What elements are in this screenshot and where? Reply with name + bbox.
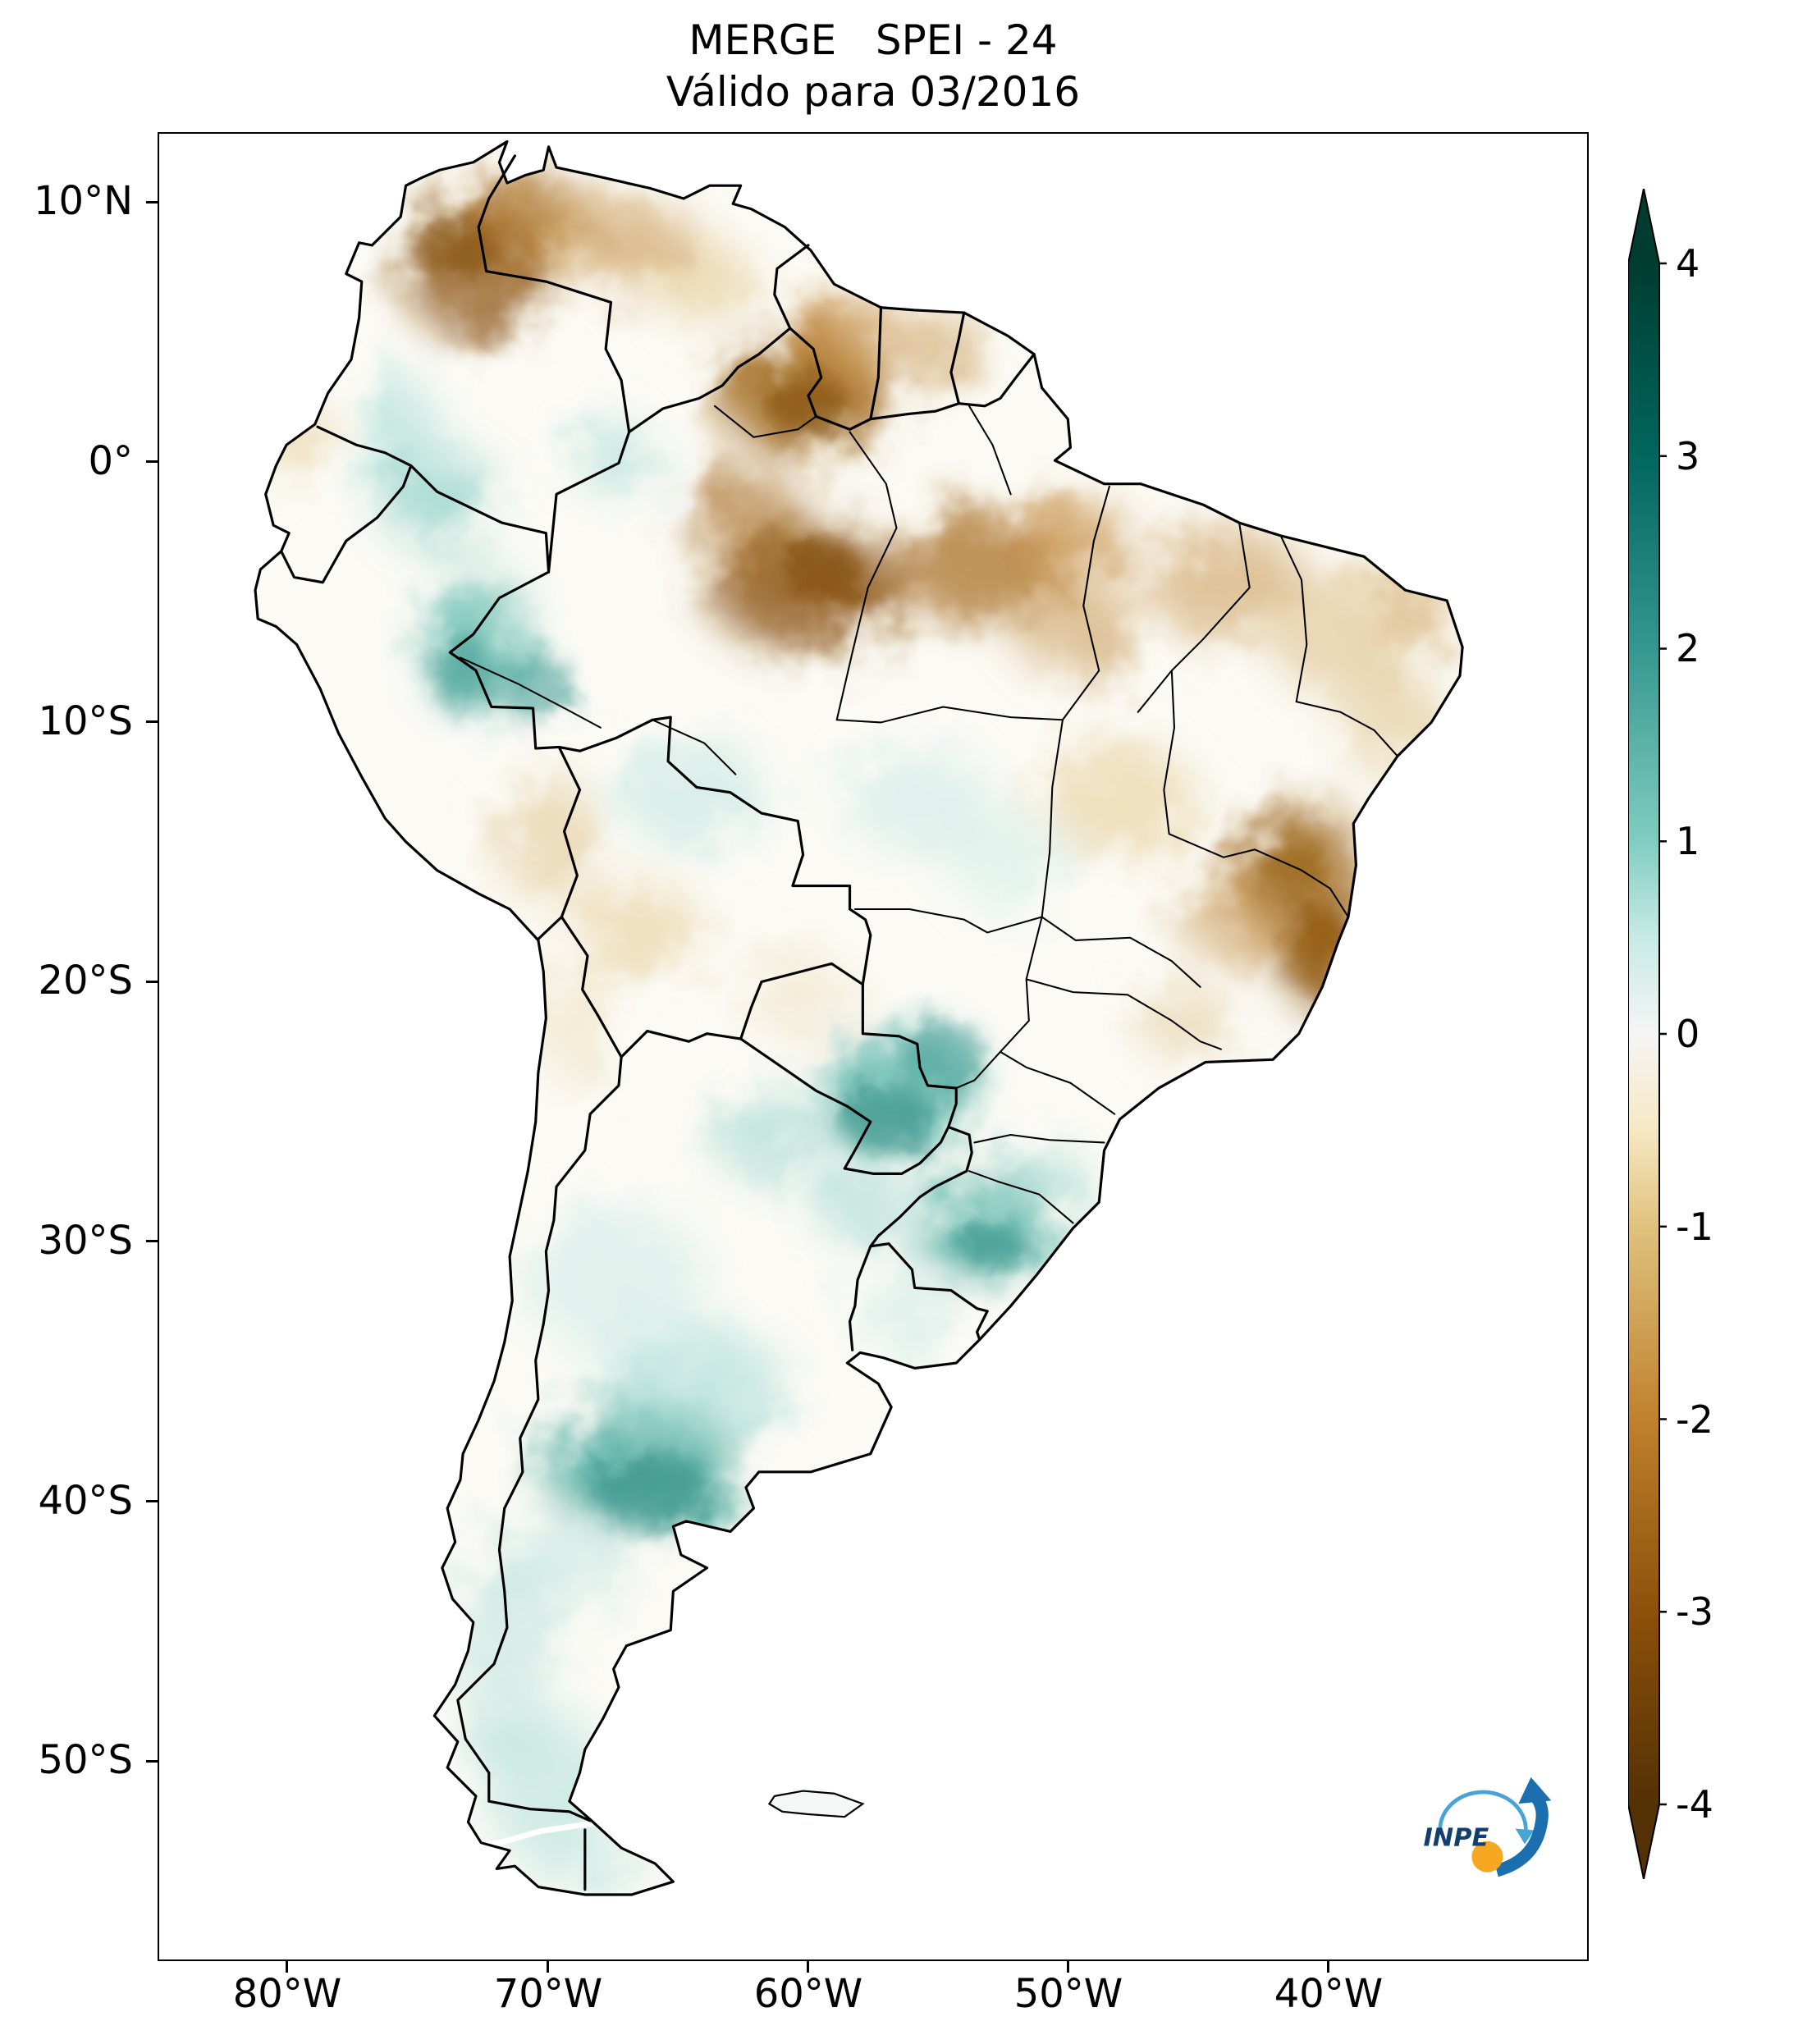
y-tick-label: 30°S [38,1217,133,1264]
figure-title-block: MERGE SPEI - 24 Válido para 03/2016 [158,15,1589,118]
x-tick-label: 60°W [753,1971,863,2017]
inpe-arrow-icon [1518,1776,1552,1804]
colorbar [1627,188,1669,1880]
y-tick-mark [146,1760,158,1763]
x-tick-mark [1327,1961,1329,1973]
inpe-logo: INPE [1400,1763,1556,1881]
colorbar-tick-label: 4 [1676,241,1700,286]
map-plot-area [158,132,1589,1961]
y-tick-label: 10°N [34,177,133,224]
y-tick-label: 50°S [38,1736,133,1783]
inpe-swirl-icon [1438,1776,1552,1877]
spei-anomaly-field [263,175,1457,1895]
y-tick-mark [146,1240,158,1242]
colorbar-tick-label: -2 [1676,1397,1713,1442]
state-borders [459,405,1399,1224]
colorbar-gradient [1627,188,1667,1880]
y-tick-mark [146,460,158,463]
falkland-islands [767,1790,865,1818]
y-tick-label: 40°S [38,1477,133,1524]
south-america-map [254,139,1464,1896]
x-tick-mark [807,1961,809,1973]
colorbar-tick-label: 2 [1676,626,1700,670]
y-tick-label: 0° [88,437,133,484]
x-tick-label: 40°W [1274,1971,1384,2017]
colorbar-tick-label: 1 [1676,819,1700,863]
country-borders [254,139,1464,1896]
x-tick-label: 50°W [1013,1971,1123,2017]
x-tick-mark [286,1961,288,1973]
x-tick-label: 70°W [493,1971,603,2017]
magellan-strait [464,1820,593,1850]
y-tick-label: 20°S [38,957,133,1004]
inpe-orange-dot [1471,1841,1503,1873]
x-tick-label: 80°W [232,1971,342,2017]
y-tick-mark [146,201,158,203]
colorbar-tick-label: 0 [1676,1012,1700,1056]
figure-subtitle: Válido para 03/2016 [666,68,1081,116]
x-tick-mark [1067,1961,1069,1973]
colorbar-tick-label: -4 [1676,1782,1713,1827]
colorbar-tick-label: -3 [1676,1589,1713,1634]
y-tick-label: 10°S [38,697,133,744]
y-tick-mark [146,981,158,983]
colorbar-tick-label: -1 [1676,1205,1713,1249]
y-tick-mark [146,720,158,723]
figure-title: MERGE SPEI - 24 [689,16,1058,64]
x-tick-mark [547,1961,549,1973]
inpe-logo-text: INPE [1424,1823,1489,1852]
y-tick-mark [146,1500,158,1502]
colorbar-tick-label: 3 [1676,434,1700,478]
